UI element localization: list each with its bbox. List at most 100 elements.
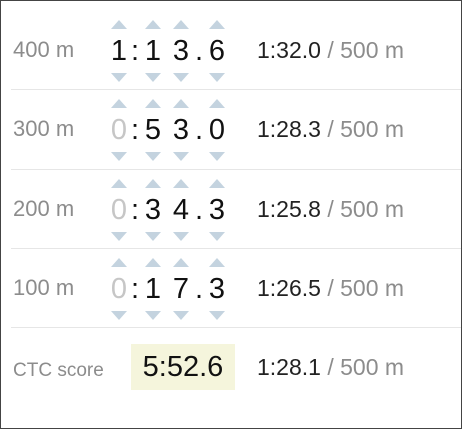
decrement-arrow-icon[interactable] [173, 73, 189, 82]
decrement-arrow-icon[interactable] [173, 232, 189, 241]
increment-arrow-icon[interactable] [173, 258, 189, 267]
decrement-arrow-icon[interactable] [209, 232, 225, 241]
decimal-separator: . [193, 114, 205, 146]
piece-row-400: 400 m 1 : 1 3 . 6 [11, 11, 461, 89]
increment-arrow-icon[interactable] [111, 258, 127, 267]
tenths-digit[interactable]: 0 [207, 114, 227, 146]
minute-digit[interactable]: 0 [109, 114, 129, 146]
minute-digit[interactable]: 0 [109, 194, 129, 226]
decrement-arrow-icon[interactable] [209, 152, 225, 161]
per-500m-label: / 500 m [321, 37, 404, 63]
split-pace: 1:26.5 / 500 m [257, 275, 404, 302]
decimal-separator: . [193, 35, 205, 67]
piece-row-200: 200 m 0 : 3 4 . 3 [11, 170, 461, 248]
colon-separator: : [129, 194, 141, 226]
tenths-column: 6 [207, 11, 227, 89]
increment-arrow-icon[interactable] [145, 20, 161, 29]
split-value: 1:26.5 [257, 275, 321, 301]
distance-label: 200 m [13, 196, 74, 222]
time-input: 0 : 3 4 . 3 [109, 170, 229, 248]
minute-digit-column: 1 [109, 11, 129, 89]
seconds-tens-column: 1 [143, 11, 163, 89]
increment-arrow-icon[interactable] [173, 99, 189, 108]
tenths-digit[interactable]: 3 [207, 194, 227, 226]
time-input: 1 : 1 3 . 6 [109, 11, 229, 89]
increment-arrow-icon[interactable] [145, 99, 161, 108]
distance-label: 300 m [13, 116, 74, 142]
split-pace: 1:28.3 / 500 m [257, 116, 404, 143]
increment-arrow-icon[interactable] [209, 258, 225, 267]
seconds-ones-digit[interactable]: 3 [171, 35, 191, 67]
seconds-ones-digit[interactable]: 4 [171, 194, 191, 226]
increment-arrow-icon[interactable] [209, 179, 225, 188]
increment-arrow-icon[interactable] [173, 179, 189, 188]
seconds-tens-column: 5 [143, 90, 163, 168]
decrement-arrow-icon[interactable] [145, 73, 161, 82]
minute-digit[interactable]: 0 [109, 273, 129, 305]
per-500m-label: / 500 m [321, 196, 404, 222]
split-pace: 1:32.0 / 500 m [257, 37, 404, 64]
increment-arrow-icon[interactable] [145, 179, 161, 188]
decrement-arrow-icon[interactable] [209, 73, 225, 82]
seconds-ones-column: 3 [171, 11, 191, 89]
seconds-ones-column: 3 [171, 90, 191, 168]
seconds-ones-column: 7 [171, 249, 191, 327]
ctc-score-row: CTC score 5:52.6 1:28.1 / 500 m [11, 328, 461, 406]
seconds-tens-column: 3 [143, 170, 163, 248]
seconds-tens-digit[interactable]: 5 [143, 114, 163, 146]
split-value: 1:32.0 [257, 37, 321, 63]
per-500m-label: / 500 m [321, 116, 404, 142]
increment-arrow-icon[interactable] [173, 20, 189, 29]
seconds-ones-column: 4 [171, 170, 191, 248]
decrement-arrow-icon[interactable] [111, 73, 127, 82]
ctc-score-label: CTC score [13, 360, 104, 382]
distance-label: 100 m [13, 275, 74, 301]
split-value: 1:25.8 [257, 196, 321, 222]
minute-digit-column: 0 [109, 170, 129, 248]
seconds-ones-digit[interactable]: 7 [171, 273, 191, 305]
minute-digit-column: 0 [109, 249, 129, 327]
decrement-arrow-icon[interactable] [111, 152, 127, 161]
decrement-arrow-icon[interactable] [173, 311, 189, 320]
piece-row-100: 100 m 0 : 1 7 . 3 [11, 249, 461, 327]
minute-digit-column: 0 [109, 90, 129, 168]
decrement-arrow-icon[interactable] [145, 311, 161, 320]
tenths-column: 3 [207, 170, 227, 248]
seconds-tens-digit[interactable]: 1 [143, 35, 163, 67]
seconds-tens-digit[interactable]: 3 [143, 194, 163, 226]
time-input: 0 : 1 7 . 3 [109, 249, 229, 327]
split-value: 1:28.1 [257, 354, 321, 380]
minute-digit[interactable]: 1 [109, 35, 129, 67]
decimal-separator: . [193, 273, 205, 305]
split-pace: 1:25.8 / 500 m [257, 196, 404, 223]
time-input: 0 : 5 3 . 0 [109, 90, 229, 168]
decrement-arrow-icon[interactable] [111, 311, 127, 320]
increment-arrow-icon[interactable] [111, 99, 127, 108]
piece-row-300: 300 m 0 : 5 3 . 0 [11, 90, 461, 168]
ctc-score-value: 5:52.6 [131, 344, 235, 390]
decrement-arrow-icon[interactable] [111, 232, 127, 241]
tenths-digit[interactable]: 3 [207, 273, 227, 305]
colon-separator: : [129, 273, 141, 305]
colon-separator: : [129, 114, 141, 146]
increment-arrow-icon[interactable] [209, 20, 225, 29]
decrement-arrow-icon[interactable] [173, 152, 189, 161]
colon-separator: : [129, 35, 141, 67]
per-500m-label: / 500 m [321, 275, 404, 301]
decrement-arrow-icon[interactable] [145, 152, 161, 161]
split-value: 1:28.3 [257, 116, 321, 142]
seconds-ones-digit[interactable]: 3 [171, 114, 191, 146]
increment-arrow-icon[interactable] [111, 20, 127, 29]
score-split-pace: 1:28.1 / 500 m [257, 354, 404, 381]
increment-arrow-icon[interactable] [111, 179, 127, 188]
tenths-digit[interactable]: 6 [207, 35, 227, 67]
tenths-column: 3 [207, 249, 227, 327]
decimal-separator: . [193, 194, 205, 226]
increment-arrow-icon[interactable] [145, 258, 161, 267]
increment-arrow-icon[interactable] [209, 99, 225, 108]
seconds-tens-column: 1 [143, 249, 163, 327]
decrement-arrow-icon[interactable] [145, 232, 161, 241]
seconds-tens-digit[interactable]: 1 [143, 273, 163, 305]
decrement-arrow-icon[interactable] [209, 311, 225, 320]
